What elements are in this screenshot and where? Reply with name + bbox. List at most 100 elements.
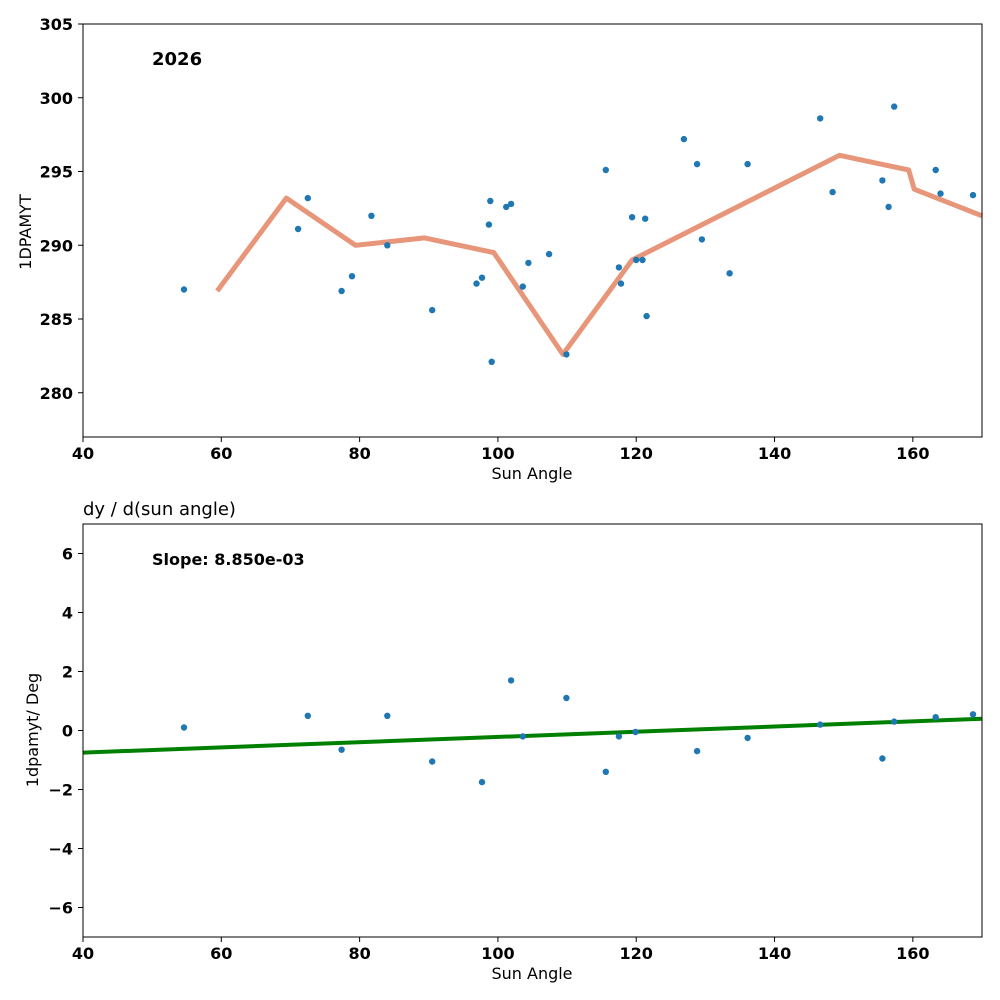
bottom-y-axis-label: 1dpamyt/ Deg xyxy=(23,673,42,787)
top-data-point-35 xyxy=(885,203,892,211)
bottom-data-point-16 xyxy=(891,718,898,725)
top-y-axis-label: 1DPAMYT xyxy=(16,194,35,270)
bottom-data-point-5 xyxy=(478,778,486,786)
top-data-point-28 xyxy=(693,160,701,168)
top-data-point-3 xyxy=(338,287,345,295)
top-x-axis-label: Sun Angle xyxy=(491,464,572,483)
top-x-tick-label: 160 xyxy=(896,444,929,463)
top-data-point-33 xyxy=(829,188,836,196)
top-fit-line xyxy=(215,152,983,357)
top-panel: 40 60 80 100 120 140 160 280 285 290 295 300 305 202… xyxy=(16,15,983,483)
top-data-point-16 xyxy=(525,259,532,267)
top-y-tick-label: 290 xyxy=(40,236,73,255)
top-data-point-37 xyxy=(932,166,939,174)
bottom-data-point-3 xyxy=(384,712,391,719)
bottom-data-point-7 xyxy=(519,733,526,740)
bottom-data-point-14 xyxy=(817,721,824,728)
top-x-tick-label: 140 xyxy=(758,444,791,463)
bottom-panel: dy / d(sun angle) 40 60 80 100 120 140 160−6−4… xyxy=(23,499,983,983)
top-data-point-34 xyxy=(879,177,886,184)
top-data-point-11 xyxy=(487,197,494,205)
bottom-y-tick-label: 4 xyxy=(62,604,73,623)
top-data-point-12 xyxy=(488,358,495,365)
bottom-data-point-17 xyxy=(932,714,939,721)
top-data-point-0 xyxy=(180,286,188,293)
top-data-point-2 xyxy=(304,194,311,202)
top-data-point-14 xyxy=(507,200,515,208)
top-x-tick-label: 100 xyxy=(481,444,514,463)
top-data-point-19 xyxy=(602,166,609,174)
top-data-point-39 xyxy=(969,191,977,199)
top-year-annotation: 2026 xyxy=(152,49,202,70)
top-data-point-30 xyxy=(726,270,733,277)
top-data-point-32 xyxy=(817,115,824,122)
bottom-data-point-18 xyxy=(969,711,977,718)
bottom-x-tick-label: 140 xyxy=(758,944,791,963)
top-data-point-29 xyxy=(698,236,706,243)
bottom-y-tick-label: 0 xyxy=(62,722,73,741)
top-data-point-9 xyxy=(478,274,486,281)
top-data-point-10 xyxy=(485,221,493,228)
top-x-tick-label: 80 xyxy=(348,444,370,463)
bottom-fit-line xyxy=(82,716,983,755)
bottom-x-tick-label: 60 xyxy=(210,944,232,963)
bottom-data-point-12 xyxy=(693,747,701,755)
bottom-data-point-13 xyxy=(744,734,751,742)
top-x-tick-label: 40 xyxy=(72,444,94,463)
bottom-y-tick-label: −4 xyxy=(48,840,73,859)
bottom-data-point-8 xyxy=(563,694,570,702)
top-data-point-38 xyxy=(937,190,944,197)
top-data-point-24 xyxy=(639,256,646,264)
top-data-point-6 xyxy=(384,242,391,249)
bottom-data-point-2 xyxy=(338,746,345,753)
top-data-point-21 xyxy=(617,280,625,287)
top-data-point-25 xyxy=(642,215,649,222)
slope-annotation: Slope: 8.850e-03 xyxy=(152,550,305,569)
bottom-y-tick-label: 2 xyxy=(62,663,73,682)
bottom-chart-title: dy / d(sun angle) xyxy=(83,499,236,520)
top-data-point-7 xyxy=(429,306,436,314)
top-x-tick-label: 120 xyxy=(620,444,653,463)
bottom-data-point-9 xyxy=(602,768,609,775)
bottom-data-point-11 xyxy=(632,728,639,736)
top-data-point-18 xyxy=(563,351,570,358)
bottom-x-tick-label: 160 xyxy=(896,944,929,963)
bottom-data-point-6 xyxy=(507,677,515,684)
top-y-tick-label: 285 xyxy=(40,310,73,329)
top-data-point-26 xyxy=(643,312,650,320)
top-data-point-17 xyxy=(545,250,553,258)
top-data-point-4 xyxy=(348,273,356,280)
top-y-tick-label: 305 xyxy=(40,15,73,34)
top-data-point-27 xyxy=(680,135,688,143)
top-y-tick-label: 295 xyxy=(40,163,73,182)
top-data-point-36 xyxy=(891,103,898,110)
top-data-point-15 xyxy=(519,283,526,290)
top-y-tick-label: 300 xyxy=(40,89,73,108)
bottom-data-point-0 xyxy=(180,724,188,731)
bottom-x-tick-label: 80 xyxy=(348,944,370,963)
bottom-x-tick-label: 40 xyxy=(72,944,94,963)
top-data-point-20 xyxy=(615,264,623,271)
bottom-y-tick-label: 6 xyxy=(62,545,73,564)
top-data-point-1 xyxy=(294,225,302,233)
bottom-y-tick-label: −2 xyxy=(48,781,73,800)
top-data-point-23 xyxy=(633,256,640,264)
bottom-data-point-4 xyxy=(429,758,436,765)
top-data-point-22 xyxy=(628,214,636,221)
bottom-data-point-15 xyxy=(879,755,886,762)
bottom-x-tick-label: 100 xyxy=(481,944,514,963)
top-data-point-13 xyxy=(503,203,510,211)
bottom-data-point-10 xyxy=(615,733,623,740)
bottom-x-tick-label: 120 xyxy=(620,944,653,963)
top-y-tick-label: 280 xyxy=(40,384,73,403)
top-data-point-31 xyxy=(744,160,751,168)
bottom-y-tick-label: −6 xyxy=(48,899,73,918)
bottom-x-axis-label: Sun Angle xyxy=(491,964,572,983)
top-x-tick-label: 60 xyxy=(210,444,232,463)
bottom-data-point-1 xyxy=(304,712,311,719)
top-plot-frame xyxy=(82,23,983,438)
top-data-point-5 xyxy=(368,212,375,219)
top-data-point-8 xyxy=(473,280,480,287)
